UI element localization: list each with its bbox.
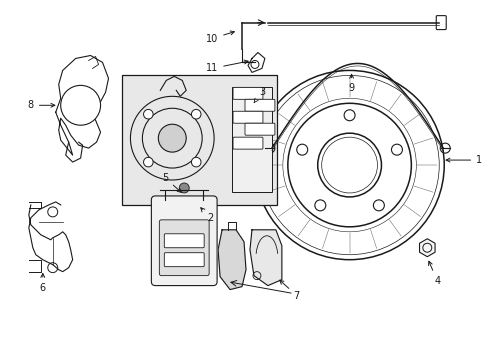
FancyBboxPatch shape [164, 253, 203, 267]
Text: 4: 4 [427, 261, 439, 285]
Text: 5: 5 [162, 173, 181, 192]
FancyBboxPatch shape [435, 15, 446, 30]
Polygon shape [218, 230, 245, 289]
Circle shape [143, 157, 153, 167]
FancyBboxPatch shape [233, 137, 263, 149]
Text: 9: 9 [348, 74, 354, 93]
FancyBboxPatch shape [151, 196, 217, 285]
Text: 1: 1 [445, 155, 481, 165]
Circle shape [143, 109, 153, 119]
FancyBboxPatch shape [122, 75, 276, 205]
Text: 6: 6 [40, 274, 46, 293]
FancyBboxPatch shape [233, 111, 263, 123]
FancyBboxPatch shape [244, 99, 274, 111]
Circle shape [158, 124, 186, 152]
Text: 3: 3 [254, 87, 264, 103]
FancyBboxPatch shape [164, 234, 203, 248]
Text: 10: 10 [205, 31, 234, 44]
FancyBboxPatch shape [232, 87, 271, 192]
Circle shape [179, 183, 189, 193]
FancyBboxPatch shape [244, 123, 274, 135]
Circle shape [191, 109, 201, 119]
Text: 11: 11 [205, 60, 248, 73]
Polygon shape [249, 230, 281, 285]
Circle shape [130, 96, 214, 180]
Text: 7: 7 [279, 280, 299, 301]
Circle shape [61, 85, 101, 125]
Circle shape [191, 157, 201, 167]
Text: 8: 8 [28, 100, 55, 110]
Circle shape [142, 108, 202, 168]
Polygon shape [419, 239, 434, 257]
Text: 2: 2 [201, 208, 213, 223]
FancyBboxPatch shape [159, 220, 209, 276]
FancyBboxPatch shape [233, 87, 263, 99]
